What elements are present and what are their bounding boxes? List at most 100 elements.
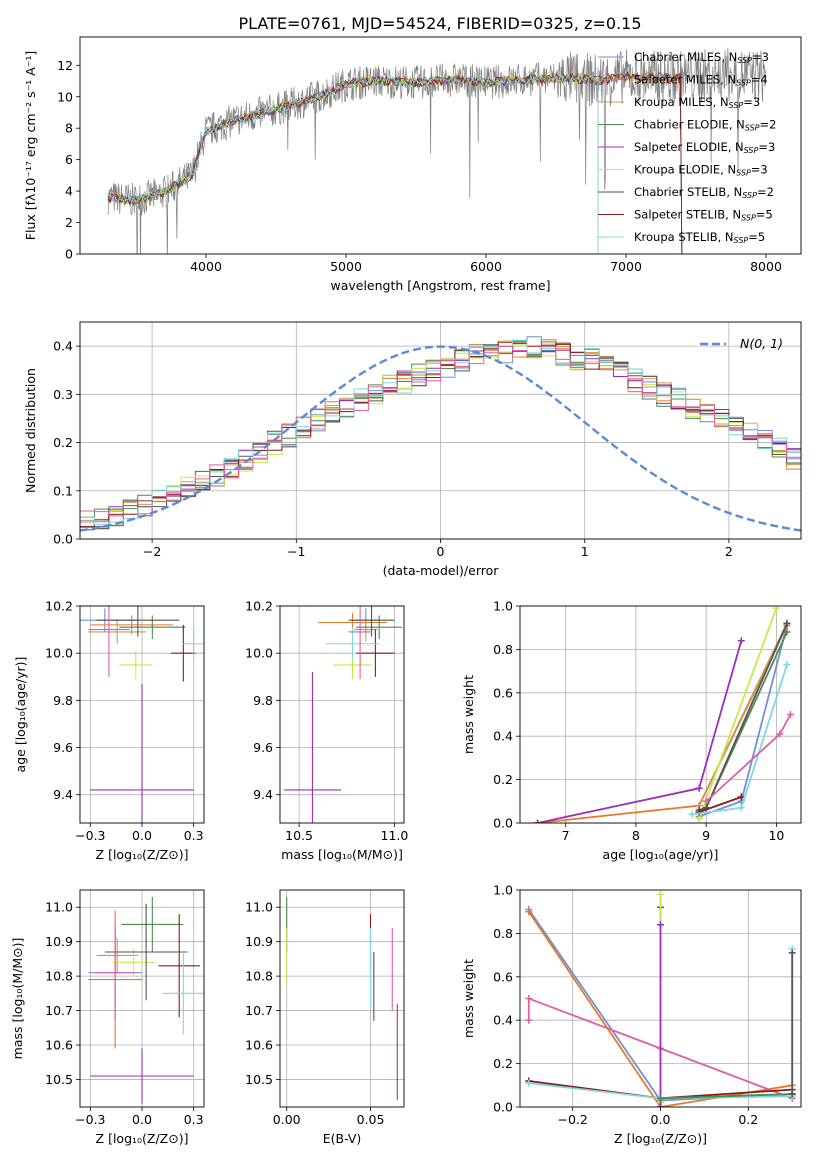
weight-z-marker-4-0 bbox=[525, 1079, 533, 1087]
mass-z-ytick-label-3: 10.8 bbox=[45, 969, 73, 984]
weight-z-marker-9-1 bbox=[788, 949, 796, 957]
residuals-hist-3 bbox=[80, 339, 801, 528]
weight-z-ytick-label-4: 0.8 bbox=[493, 926, 513, 941]
weight-z-marker-6-1 bbox=[657, 890, 664, 898]
weight-age-ytick-label-4: 0.8 bbox=[493, 642, 513, 657]
age-mass-xlabel: mass [log₁₀(M/M⊙)] bbox=[281, 847, 403, 862]
age-z-ytick-label-4: 10.2 bbox=[45, 599, 73, 614]
spectrum-legend-label-4: Salpeter ELODIE, NSSP=3 bbox=[634, 140, 775, 155]
weight-age-marker-9-0 bbox=[702, 797, 710, 805]
residuals-hist-group bbox=[80, 336, 801, 536]
mass-ebv-points-group bbox=[286, 896, 398, 1101]
spectrum-xlabel: wavelength [Angstrom, rest frame] bbox=[330, 278, 550, 293]
weight-age-marker-6-2 bbox=[783, 619, 791, 627]
weight-age-marker-5-1 bbox=[772, 606, 780, 612]
spectrum-frame bbox=[79, 36, 802, 255]
age-mass-ytick-label-4: 10.2 bbox=[245, 599, 273, 614]
age-mass-xtick-label-0: 10.5 bbox=[285, 828, 313, 843]
age-z-xtick-label-0: −0.3 bbox=[75, 828, 105, 843]
age-mass-points-group bbox=[283, 606, 403, 823]
weight-z-frame bbox=[519, 889, 802, 1108]
residuals-xtick-label-0: −2 bbox=[143, 544, 161, 559]
residuals-hist-7 bbox=[80, 341, 801, 528]
weight-age-marker-4-0 bbox=[534, 819, 542, 823]
weight-age-marker-5-0 bbox=[695, 815, 703, 823]
residuals-hist-0 bbox=[80, 336, 801, 536]
spectrum-ytick-label-2: 4 bbox=[65, 184, 73, 199]
mass-z-xtick-label-2: 0.3 bbox=[184, 1112, 204, 1127]
weight-age-marker-8-2 bbox=[783, 661, 791, 669]
mass-z-xtick-label-0: −0.3 bbox=[75, 1112, 105, 1127]
mass-ebv-xlabel: E(B-V) bbox=[323, 1131, 362, 1146]
weight-z-xtick-label-0: −0.2 bbox=[558, 1112, 588, 1127]
spectrum-model-line-4 bbox=[107, 72, 599, 254]
weight-age-line-1 bbox=[537, 625, 788, 823]
residuals-xlabel: (data-model)/error bbox=[383, 563, 500, 578]
weight-z-xtick-label-1: 0.0 bbox=[651, 1112, 671, 1127]
age-z-xlabel: Z [log₁₀(Z/Z⊙)] bbox=[96, 847, 189, 862]
residuals-hist-9 bbox=[80, 345, 801, 523]
weight-age-marker-7-0 bbox=[695, 808, 703, 816]
residuals-gaussian-curve bbox=[80, 345, 801, 532]
residuals-xtick-label-4: 2 bbox=[725, 544, 733, 559]
mass-z-ytick-label-5: 11.0 bbox=[45, 900, 73, 915]
residuals-ylabel: Normed distribution bbox=[23, 368, 38, 493]
weight-age-line-5 bbox=[698, 607, 778, 820]
weight-age-lines-group bbox=[534, 606, 794, 823]
mass-z-xtick-label-1: 0.0 bbox=[132, 1112, 152, 1127]
spectrum-ytick-label-1: 2 bbox=[65, 215, 73, 230]
mass-z-ytick-label-4: 10.9 bbox=[45, 934, 73, 949]
residuals-hist-5 bbox=[80, 340, 801, 527]
spectrum-legend-label-3: Chabrier ELODIE, NSSP=2 bbox=[634, 118, 776, 133]
weight-z-marker-7-0 bbox=[657, 1103, 664, 1107]
spectrum-ytick-label-6: 12 bbox=[57, 58, 73, 73]
spectrum-legend-label-0: Chabrier MILES, NSSP=3 bbox=[634, 50, 769, 65]
spectrum-legend-label-6: Chabrier STELIB, NSSP=2 bbox=[634, 185, 774, 200]
weight-age-xtick-label-1: 8 bbox=[632, 828, 640, 843]
residuals-hist-1 bbox=[80, 339, 801, 529]
spectrum-xtick-label-1: 5000 bbox=[330, 259, 362, 274]
age-mass-ytick-label-2: 9.8 bbox=[253, 693, 273, 708]
weight-age-ytick-label-2: 0.4 bbox=[493, 729, 513, 744]
age-z-ylabel: age [log₁₀(age/yr)] bbox=[13, 657, 28, 773]
weight-age-marker-8-0 bbox=[688, 810, 696, 818]
residuals-legend-label: N(0, 1) bbox=[740, 336, 783, 351]
age-z-points-group bbox=[80, 606, 204, 823]
weight-age-line-7 bbox=[698, 796, 742, 813]
weight-age-marker-3-2 bbox=[783, 628, 791, 636]
weight-z-xlabel: Z [log₁₀(Z/Z⊙)] bbox=[614, 1131, 707, 1146]
weight-age-ytick-label-5: 1.0 bbox=[493, 599, 513, 614]
mass-ebv-frame bbox=[279, 889, 405, 1108]
mass-z-ytick-label-2: 10.7 bbox=[45, 1003, 73, 1018]
mass-ebv-xtick-label-1: 0.05 bbox=[357, 1112, 385, 1127]
residuals-ytick-label-4: 0.4 bbox=[53, 339, 73, 354]
spectrum-ylabel: Flux [fλ10⁻¹⁷ erg cm⁻² s⁻¹ A⁻¹] bbox=[23, 51, 38, 240]
mass-z-frame bbox=[79, 889, 205, 1108]
age-z-ytick-label-1: 9.6 bbox=[53, 740, 73, 755]
weight-age-xlabel: age [log₁₀(age/yr)] bbox=[603, 847, 719, 862]
spectrum-model-line-5 bbox=[107, 73, 599, 254]
age-mass-ytick-label-1: 9.6 bbox=[253, 740, 273, 755]
age-mass-frame bbox=[279, 605, 405, 824]
age-z-xtick-label-2: 0.3 bbox=[184, 828, 204, 843]
spectrum-model-line-3 bbox=[107, 72, 599, 254]
weight-age-marker-8-1 bbox=[737, 804, 745, 812]
age-z-xtick-label-1: 0.0 bbox=[132, 828, 152, 843]
spectrum-ytick-label-0: 0 bbox=[65, 247, 73, 262]
age-z-frame bbox=[79, 605, 205, 824]
mass-z-ytick-label-0: 10.5 bbox=[45, 1072, 73, 1087]
weight-age-ylabel: mass weight bbox=[461, 675, 476, 754]
weight-age-ytick-label-0: 0.0 bbox=[493, 816, 513, 831]
weight-z-marker-7-1 bbox=[657, 921, 664, 929]
weight-z-ytick-label-3: 0.6 bbox=[493, 969, 513, 984]
spectrum-series-group bbox=[107, 47, 767, 254]
figure-title: PLATE=0761, MJD=54524, FIBERID=0325, z=0… bbox=[238, 14, 641, 33]
weight-age-marker-9-1 bbox=[776, 730, 784, 738]
weight-z-lines-group bbox=[525, 890, 796, 1107]
age-z-ytick-label-2: 9.8 bbox=[53, 693, 73, 708]
mass-ebv-ytick-label-2: 10.7 bbox=[245, 1003, 273, 1018]
weight-z-marker-2-0 bbox=[525, 1016, 533, 1024]
weight-age-marker-4-1 bbox=[695, 784, 703, 792]
residuals-hist-6 bbox=[80, 342, 801, 530]
weight-z-line-8 bbox=[660, 1093, 793, 1100]
